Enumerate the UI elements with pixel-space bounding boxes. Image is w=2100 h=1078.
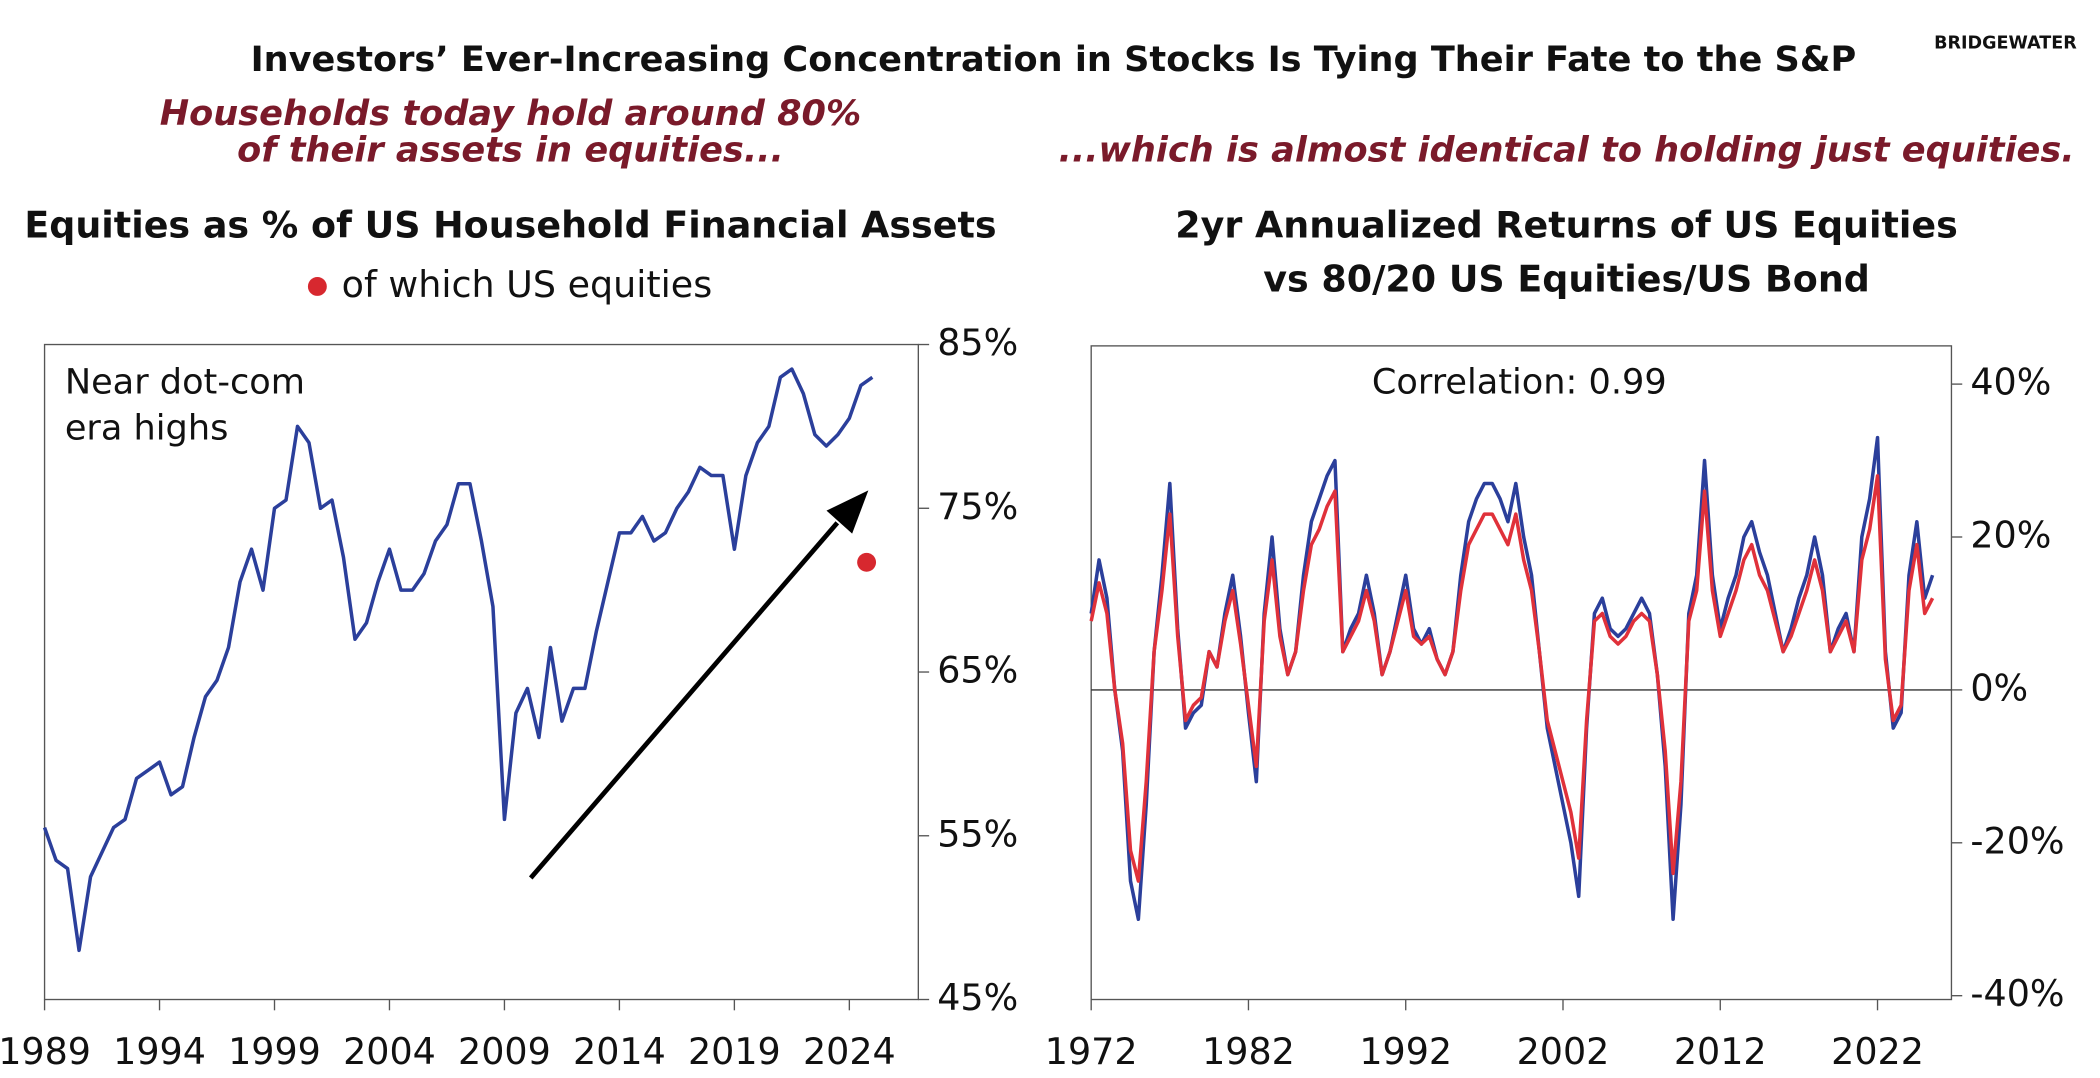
x-tick-label: 1989	[0, 1030, 91, 1073]
trend-arrow	[528, 521, 840, 880]
x-tick-label: 1994	[113, 1030, 206, 1073]
y-tick-label: 40%	[1970, 361, 2051, 404]
data-dot	[857, 552, 877, 572]
series-line	[1089, 474, 1935, 883]
chart-title: Equities as % of US Household Financial …	[24, 204, 996, 247]
legend-label: of which US equities	[342, 263, 713, 306]
x-tick-label: 2002	[1517, 1030, 1610, 1073]
annotation: era highs	[65, 408, 229, 449]
headline: Households today hold around 80%	[160, 93, 861, 134]
x-tick-label: 2014	[573, 1030, 666, 1073]
chart-title: vs 80/20 US Equities/US Bond	[1263, 258, 1870, 301]
main-title: Investors’ Ever-Increasing Concentration…	[251, 39, 1857, 80]
y-tick-label: 65%	[937, 649, 1018, 692]
y-tick-label: 0%	[1970, 666, 2028, 709]
legend-marker	[307, 277, 327, 296]
chart-title: 2yr Annualized Returns of US Equities	[1175, 204, 1958, 247]
x-tick-label: 2009	[458, 1030, 551, 1073]
y-tick-label: -40%	[1970, 972, 2064, 1015]
x-tick-label: 2012	[1674, 1030, 1767, 1073]
x-tick-label: 1972	[1045, 1030, 1138, 1073]
arrow-head	[826, 490, 869, 534]
series-line	[42, 367, 874, 953]
series-line	[1089, 435, 1935, 921]
y-tick-label: 85%	[937, 321, 1018, 364]
y-tick-label: 55%	[937, 812, 1018, 855]
x-tick-label: 2004	[343, 1030, 436, 1073]
logo: BRIDGEWATER	[1934, 33, 2077, 53]
y-tick-label: -20%	[1970, 819, 2064, 862]
y-tick-label: 45%	[937, 976, 1018, 1019]
x-tick-label: 1999	[228, 1030, 321, 1073]
plot-frame	[1090, 345, 1953, 1001]
headline: of their assets in equities...	[237, 129, 784, 170]
y-tick-label: 75%	[937, 485, 1018, 528]
x-tick-label: 1982	[1202, 1030, 1295, 1073]
annotation: Near dot-com	[65, 362, 305, 403]
annotation: Correlation: 0.99	[1372, 362, 1667, 403]
x-tick-label: 1992	[1359, 1030, 1452, 1073]
x-tick-label: 2019	[688, 1030, 781, 1073]
x-tick-label: 2024	[803, 1030, 896, 1073]
headline: ...which is almost identical to holding …	[1058, 129, 2074, 170]
y-tick-label: 20%	[1970, 514, 2051, 557]
x-tick-label: 2022	[1831, 1030, 1924, 1073]
